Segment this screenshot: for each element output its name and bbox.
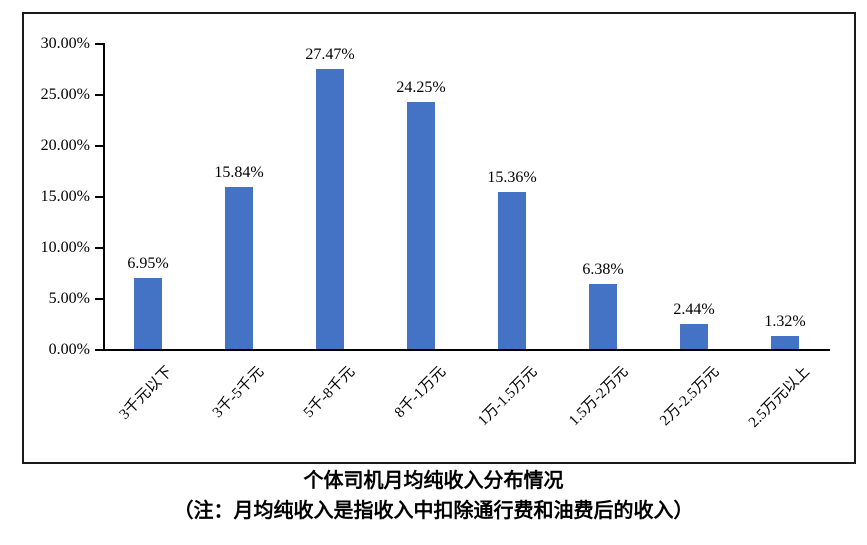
x-tick-label-text: 2万-2.5万元 bbox=[656, 363, 723, 430]
x-tick-label-text: 8千-1万元 bbox=[391, 363, 450, 422]
y-tick-label: 30.00% bbox=[40, 35, 90, 52]
chart-note: （注：月均纯收入是指收入中扣除通行费和油费后的收入） bbox=[173, 500, 694, 522]
y-axis-tick bbox=[95, 43, 104, 45]
x-tick-label-text: 3千元以下 bbox=[117, 363, 177, 423]
y-axis-tick bbox=[95, 349, 104, 351]
y-tick-label: 10.00% bbox=[40, 239, 90, 256]
bar-value-label: 15.84% bbox=[214, 164, 264, 181]
bar bbox=[134, 278, 162, 349]
chart-frame: 0.00% 5.00% 10.00% 15.00% 20.00% 25.00% 30.00%… bbox=[22, 12, 856, 464]
y-axis-tick bbox=[95, 94, 104, 96]
bar-value-label: 15.36% bbox=[487, 169, 537, 186]
x-axis-line bbox=[103, 349, 830, 351]
x-tick-label-text: 1.5万-2万元 bbox=[565, 363, 632, 430]
chart-caption: 个体司机月均纯收入分布情况 （注：月均纯收入是指收入中扣除通行费和油费后的收入） bbox=[0, 466, 867, 526]
plot-area: 0.00% 5.00% 10.00% 15.00% 20.00% 25.00% 30.00%… bbox=[24, 14, 854, 462]
bar-value-label: 6.95% bbox=[127, 255, 169, 272]
y-axis-tick bbox=[95, 298, 104, 300]
bar-value-label: 2.44% bbox=[673, 301, 715, 318]
y-axis-tick bbox=[95, 145, 104, 147]
y-tick-label: 0.00% bbox=[48, 341, 90, 358]
bar bbox=[407, 102, 435, 349]
bar bbox=[316, 69, 344, 349]
y-tick-label: 20.00% bbox=[40, 137, 90, 154]
y-tick-label: 25.00% bbox=[40, 86, 90, 103]
bar-value-label: 24.25% bbox=[396, 79, 446, 96]
y-axis-tick bbox=[95, 196, 104, 198]
bar bbox=[589, 284, 617, 349]
y-tick-label: 5.00% bbox=[48, 290, 90, 307]
x-tick-label-text: 2.5万元以上 bbox=[746, 363, 814, 431]
x-tick-label-text: 5千-8千元 bbox=[300, 363, 359, 422]
bar-value-label: 6.38% bbox=[582, 261, 624, 278]
bar bbox=[771, 336, 799, 349]
chart-title: 个体司机月均纯收入分布情况 bbox=[303, 470, 564, 492]
y-tick-label: 15.00% bbox=[40, 188, 90, 205]
x-tick-label-text: 3千-5千元 bbox=[209, 363, 268, 422]
bar-value-label: 1.32% bbox=[764, 313, 806, 330]
bar-value-label: 27.47% bbox=[305, 46, 355, 63]
bar bbox=[680, 324, 708, 349]
bar bbox=[498, 192, 526, 349]
y-axis-tick bbox=[95, 247, 104, 249]
y-axis-line bbox=[103, 43, 105, 351]
x-tick-label-text: 1万-1.5万元 bbox=[474, 363, 541, 430]
bar bbox=[225, 187, 253, 349]
